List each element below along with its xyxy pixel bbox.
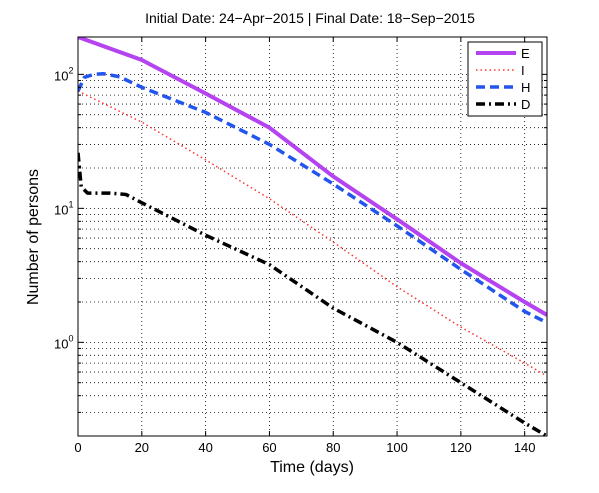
legend-label-D: D [521, 97, 530, 112]
y-tick-label: 100 [54, 333, 73, 351]
x-tick-label: 140 [514, 440, 536, 455]
series-layer [78, 37, 547, 436]
x-tick-label: 40 [198, 440, 212, 455]
x-tick-label: 100 [386, 440, 408, 455]
x-tick-label: 80 [326, 440, 340, 455]
y-tick-label-base: 10 [54, 202, 68, 217]
x-axis-label: Time (days) [270, 459, 354, 476]
x-tick-label: 0 [74, 440, 81, 455]
series-line-E [78, 37, 547, 317]
series-line-D [78, 152, 547, 436]
y-tick-label-base: 10 [54, 68, 68, 83]
legend-label-I: I [521, 63, 525, 78]
plot-frame [77, 36, 548, 437]
grid [78, 37, 547, 436]
y-tick-label-exponent: 1 [68, 199, 73, 209]
y-tick-label: 102 [54, 65, 73, 83]
chart-title: Initial Date: 24−Apr−2015 | Final Date: … [145, 10, 475, 26]
x-tick-label: 60 [262, 440, 276, 455]
x-tick-label: 20 [135, 440, 149, 455]
y-axis-label: Number of persons [25, 169, 42, 305]
series-line-I [78, 90, 547, 377]
y-tick-label-exponent: 0 [68, 333, 73, 343]
y-tick-label-exponent: 2 [68, 65, 73, 75]
legend-label-E: E [521, 46, 530, 61]
legend-label-H: H [521, 80, 530, 95]
y-tick-label-base: 10 [54, 336, 68, 351]
axis-ticks [77, 37, 547, 436]
x-tick-labels: 0 20 40 60 80 100 120 140 [74, 440, 535, 455]
y-tick-label: 101 [54, 199, 73, 217]
x-tick-label: 120 [450, 440, 472, 455]
